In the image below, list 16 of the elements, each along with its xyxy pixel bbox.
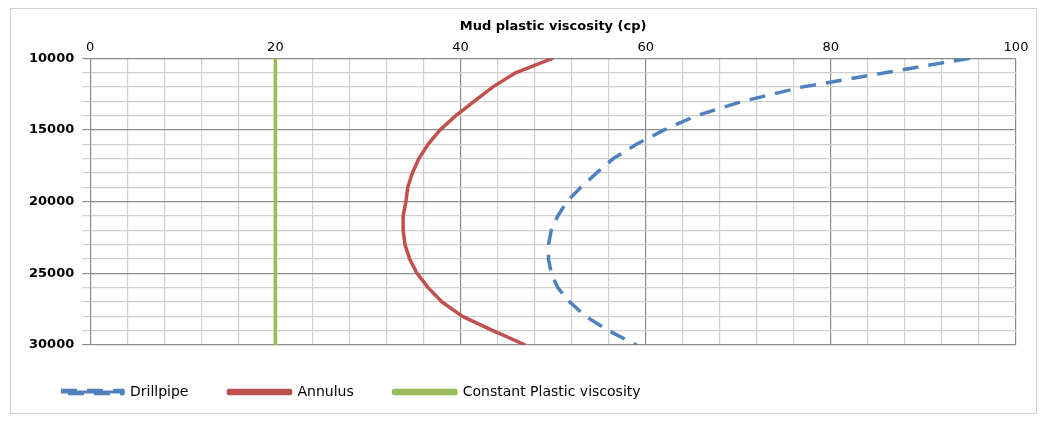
x-tick-label: 60: [637, 38, 654, 54]
x-tick-label: 80: [822, 38, 840, 54]
y-tick-label: 15000: [28, 121, 75, 137]
line-series: [546, 58, 972, 345]
x-tick-label: 40: [452, 38, 469, 54]
y-tick-label: 25000: [28, 264, 75, 280]
y-tick-label: 30000: [28, 336, 75, 352]
x-tick-label: 20: [267, 38, 284, 54]
legend-label: Annulus: [297, 382, 354, 399]
x-tick-label: 0: [86, 38, 95, 54]
legend-label: Drillpipe: [130, 382, 189, 399]
legend-label: Constant Plastic viscosity: [462, 382, 641, 399]
y-tick-label: 20000: [28, 192, 75, 208]
x-axis-title: Mud plastic viscosity (cp): [459, 18, 647, 34]
x-tick-label: 100: [1003, 38, 1029, 54]
y-tick-label: 10000: [28, 49, 75, 65]
